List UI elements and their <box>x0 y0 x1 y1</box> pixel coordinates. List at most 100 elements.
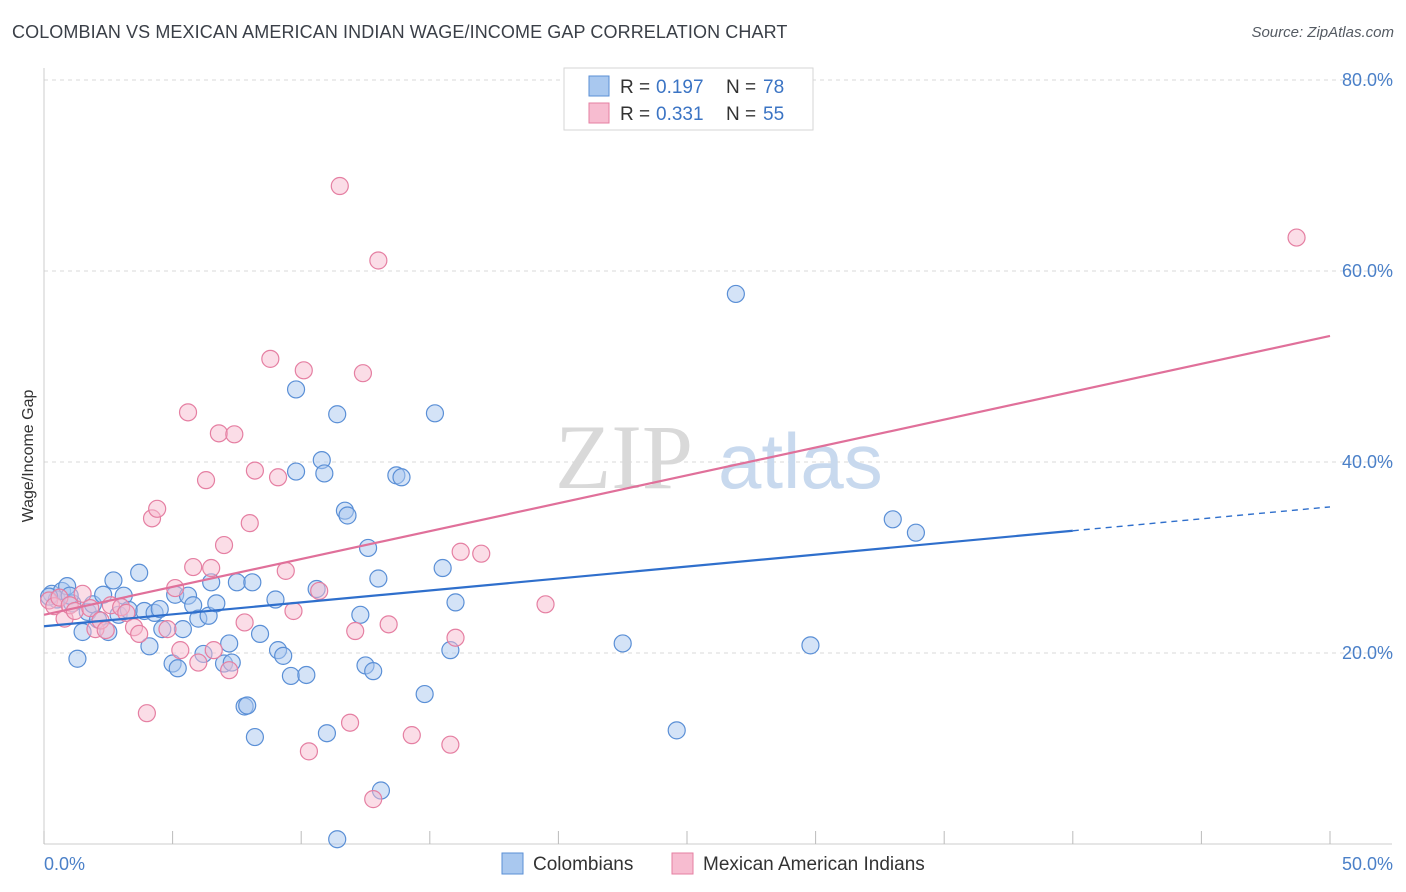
mexican-point-42 <box>330 176 349 196</box>
colombians-point-46 <box>286 462 306 481</box>
gridlines <box>44 79 1392 654</box>
mexican-point-41 <box>310 581 329 601</box>
x-tick-labels: 0.0% 50.0% <box>44 854 1393 874</box>
x-tick-label-0: 0.0% <box>44 854 85 874</box>
colombians-point-39 <box>243 573 262 592</box>
colombians-point-52 <box>317 724 337 743</box>
colombians-point-60 <box>364 662 383 681</box>
legend-swatch-colombians <box>588 75 610 97</box>
mexican-point-23 <box>184 557 203 577</box>
y-axis-label: Wage/Income Gap <box>20 390 37 523</box>
source-label: Source: ZipAtlas.com <box>1251 24 1394 41</box>
series-colombians <box>40 284 926 849</box>
legend-n-value-2: 55 <box>763 104 784 125</box>
series-mexican-american-indians <box>40 176 1306 809</box>
y-tick-label-2: 60.0% <box>1342 261 1393 281</box>
mexican-point-46 <box>364 790 383 809</box>
mexican-point-51 <box>446 628 465 647</box>
legend-r-label-2: R = <box>620 104 650 125</box>
colombians-point-47 <box>286 380 306 399</box>
colombians-point-51 <box>315 464 334 483</box>
colombians-point-25 <box>173 620 192 639</box>
y-tick-labels: 20.0% 40.0% 60.0% 80.0% <box>1342 70 1393 663</box>
mexican-point-40 <box>299 742 319 761</box>
trend-line-colombians <box>43 529 1073 628</box>
chart-title: COLOMBIAN VS MEXICAN AMERICAN INDIAN WAG… <box>12 22 788 42</box>
colombians-point-34 <box>220 634 239 653</box>
mexican-point-15 <box>130 624 149 644</box>
colombians-point-69 <box>446 593 465 612</box>
colombians-point-5 <box>68 649 87 668</box>
legend-r-value-1: 0.197 <box>656 77 704 98</box>
mexican-point-50 <box>441 735 460 754</box>
y-tick-label-3: 80.0% <box>1342 70 1393 90</box>
mexican-point-37 <box>276 561 295 580</box>
x-tick-label-1: 50.0% <box>1342 854 1393 874</box>
mexican-point-49 <box>402 726 421 745</box>
mexican-point-53 <box>472 544 491 563</box>
mexican-point-48 <box>379 615 398 634</box>
trend-line-colombians-extension <box>1072 506 1331 532</box>
mexican-point-47 <box>369 251 388 270</box>
axes <box>43 68 1392 845</box>
trend-lines <box>43 334 1331 628</box>
bottom-legend: Colombians Mexican American Indians <box>501 852 925 875</box>
mexican-point-36 <box>268 468 288 487</box>
mexican-point-39 <box>294 361 313 380</box>
mexican-point-6 <box>73 584 92 603</box>
bottom-legend-mexican: Mexican American Indians <box>703 854 925 875</box>
colombians-point-57 <box>351 605 370 624</box>
mexican-point-44 <box>346 621 365 641</box>
colombians-point-45 <box>281 666 301 686</box>
legend-swatch-mexican <box>588 102 610 124</box>
colombians-point-54 <box>328 405 347 424</box>
colombians-point-36 <box>227 573 246 592</box>
colombians-point-12 <box>104 571 123 590</box>
y-tick-label-1: 40.0% <box>1342 452 1393 472</box>
mexican-point-27 <box>204 641 223 660</box>
colombians-point-18 <box>140 637 159 656</box>
trend-line-mexican <box>43 334 1331 616</box>
legend-n-value-1: 78 <box>763 77 784 98</box>
colombians-point-56 <box>338 506 357 525</box>
colombians-point-66 <box>425 404 445 423</box>
mexican-point-25 <box>196 471 216 490</box>
bottom-legend-colombians: Colombians <box>533 854 633 875</box>
colombians-point-73 <box>801 636 820 655</box>
watermark-zip: ZIP <box>555 406 693 508</box>
colombians-point-16 <box>130 563 149 582</box>
mexican-point-28 <box>209 424 228 443</box>
mexican-point-54 <box>536 595 555 614</box>
mexican-point-22 <box>178 403 198 422</box>
mexican-point-30 <box>220 661 239 680</box>
mexican-point-35 <box>261 349 280 368</box>
colombians-point-64 <box>392 468 411 487</box>
mexican-point-52 <box>451 542 470 561</box>
mexican-point-24 <box>189 653 208 672</box>
y-tick-label-0: 20.0% <box>1342 643 1393 663</box>
mexican-point-16 <box>137 704 156 723</box>
colombians-point-38 <box>238 696 257 715</box>
colombians-point-20 <box>150 599 169 619</box>
colombians-point-41 <box>250 624 270 644</box>
mexican-point-26 <box>202 558 221 578</box>
colombians-point-24 <box>168 659 187 678</box>
mexican-point-18 <box>148 499 167 518</box>
mexican-point-19 <box>158 620 177 639</box>
bottom-legend-swatch-mexican <box>671 852 694 875</box>
colombians-point-44 <box>274 646 293 665</box>
legend-n-label-1: N = <box>726 77 756 98</box>
legend-r-value-2: 0.331 <box>656 104 704 125</box>
legend-r-label-1: R = <box>620 77 650 98</box>
colombians-point-59 <box>358 538 378 558</box>
legend-n-label-2: N = <box>726 104 756 125</box>
colombians-point-53 <box>328 830 347 849</box>
mexican-point-21 <box>171 641 190 660</box>
colombians-point-61 <box>369 569 388 588</box>
colombians-point-71 <box>667 721 686 740</box>
colombians-point-67 <box>433 558 452 578</box>
mexican-point-10 <box>96 620 115 640</box>
mexican-point-45 <box>353 364 373 383</box>
mexican-point-38 <box>284 601 303 621</box>
